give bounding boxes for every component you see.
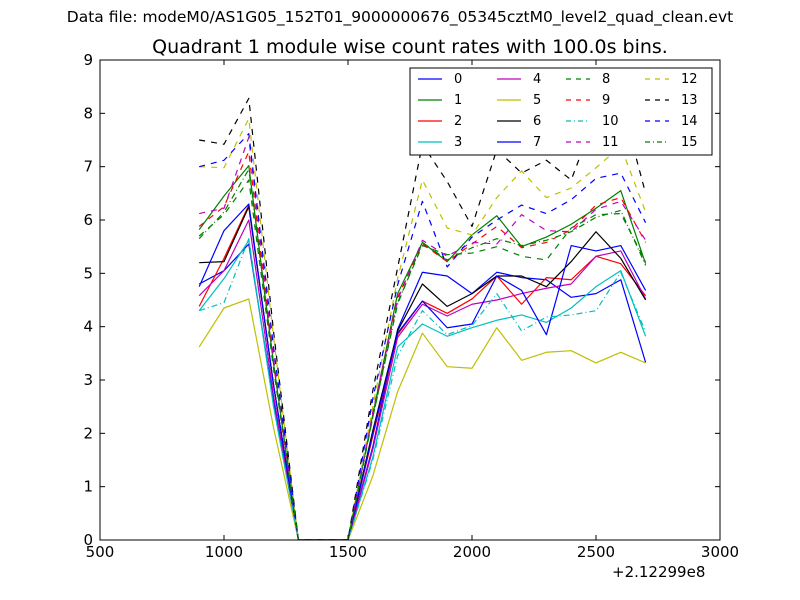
legend-label-15: 15 [681, 135, 698, 150]
legend-label-13: 13 [681, 93, 698, 108]
data-file-title: Data file: modeM0/AS1G05_152T01_90000006… [66, 8, 734, 26]
legend-label-14: 14 [681, 114, 698, 129]
x-tick-label: 1000 [205, 543, 243, 561]
x-tick-label: 2500 [577, 543, 615, 561]
series-line-10 [199, 238, 647, 540]
plot-frame [99, 59, 721, 541]
y-tick-label: 9 [83, 51, 93, 69]
chart-title: Quadrant 1 module wise count rates with … [152, 36, 668, 58]
y-tick-label: 0 [83, 531, 93, 549]
legend-label-7: 7 [533, 135, 541, 150]
legend-label-12: 12 [681, 72, 698, 87]
series-line-15 [198, 168, 647, 540]
series-line-4 [198, 219, 647, 540]
series-line-8 [198, 179, 647, 540]
y-tick-label: 2 [83, 424, 93, 442]
y-tick-label: 5 [83, 264, 93, 282]
y-tick-label: 8 [83, 104, 93, 122]
y-tick-label: 1 [83, 478, 93, 496]
x-axis-offset-label: +2.12299e8 [612, 563, 706, 581]
legend-label-1: 1 [454, 93, 462, 108]
legend-box [409, 67, 713, 156]
legend-label-2: 2 [454, 114, 462, 129]
series-line-5 [198, 298, 646, 540]
x-tick-label: 2000 [453, 543, 491, 561]
legend-label-11: 11 [602, 135, 619, 150]
series-line-12 [199, 118, 647, 540]
series-line-11 [199, 136, 647, 540]
x-tick-label: 500 [86, 543, 115, 561]
x-tick-label: 1500 [329, 543, 367, 561]
legend-label-4: 4 [533, 72, 541, 87]
series-line-14 [199, 133, 647, 540]
y-tick-label: 3 [83, 371, 93, 389]
y-tick-label: 6 [83, 211, 93, 229]
x-tick-label: 3000 [701, 543, 739, 561]
series-line-7 [198, 203, 647, 540]
legend-label-5: 5 [533, 93, 541, 108]
series-line-0 [198, 243, 647, 540]
legend-label-8: 8 [602, 72, 610, 87]
y-tick-label: 7 [83, 158, 93, 176]
legend-label-0: 0 [454, 72, 462, 87]
y-tick-label: 4 [83, 318, 93, 336]
legend-label-3: 3 [454, 135, 462, 150]
legend-label-6: 6 [533, 114, 541, 129]
legend-label-10: 10 [602, 114, 619, 129]
series-layer [198, 97, 647, 540]
legend-label-9: 9 [602, 93, 610, 108]
